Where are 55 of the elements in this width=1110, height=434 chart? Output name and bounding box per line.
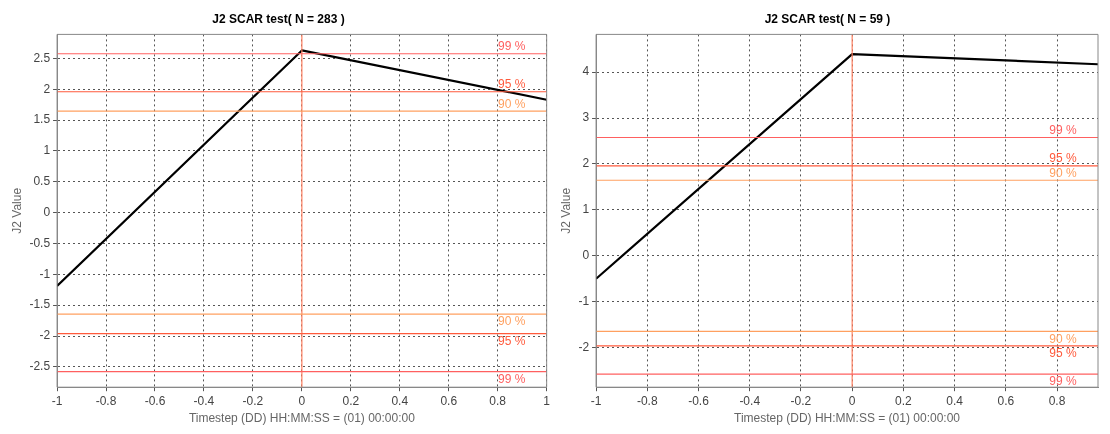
x-tick-label: 0.6 xyxy=(997,393,1015,408)
x-axis-title: Timestep (DD) HH:MM:SS = (01) 00:00:00 xyxy=(188,411,416,426)
x-tick-label: 0 xyxy=(848,393,856,408)
x-tick-label: 0.2 xyxy=(342,393,360,408)
annotation: 95 % xyxy=(1049,346,1077,361)
annotation: 99 % xyxy=(1049,374,1077,389)
x-tick-label: -0.2 xyxy=(242,393,264,408)
x-axis-title: Timestep (DD) HH:MM:SS = (01) 00:00:00 xyxy=(734,411,961,426)
y-tick-label: -2 xyxy=(39,328,51,343)
y-axis-title: J2 Value xyxy=(9,187,24,234)
y-tick-label: -1.5 xyxy=(29,297,51,312)
x-tick-label: 0.8 xyxy=(1048,393,1066,408)
x-tick-label: -0.2 xyxy=(790,393,812,408)
x-tick-label: -0.6 xyxy=(688,393,710,408)
annotation: 90 % xyxy=(497,96,526,111)
annotation: 99 % xyxy=(497,39,526,54)
annotation: 95 % xyxy=(497,77,526,92)
annotation: 90 % xyxy=(1049,165,1077,180)
y-tick-label: 4 xyxy=(582,64,590,79)
y-tick-label: 0 xyxy=(582,248,590,263)
y-tick-label: 3 xyxy=(582,110,590,125)
y-tick-label: 2.5 xyxy=(33,50,51,65)
annotation: 99 % xyxy=(497,371,526,386)
y-tick-label: 0 xyxy=(43,204,51,219)
x-tick-label: -0.4 xyxy=(193,393,215,408)
y-axis-title: J2 Value xyxy=(558,187,573,234)
x-tick-label: -0.8 xyxy=(636,393,658,408)
annotation: 90 % xyxy=(1049,331,1077,346)
y-tick-label: -0.5 xyxy=(29,235,51,250)
x-tick-label: 0.2 xyxy=(895,393,913,408)
x-tick-label: -0.6 xyxy=(144,393,166,408)
y-tick-label: 2 xyxy=(582,156,590,171)
chart-title: J2 SCAR test( N = 283 ) xyxy=(212,11,345,26)
x-tick-label: 0.4 xyxy=(391,393,409,408)
annotation: 99 % xyxy=(1049,122,1077,137)
x-tick-label: -0.4 xyxy=(739,393,761,408)
y-tick-label: -1 xyxy=(39,266,51,281)
x-tick-label: 0 xyxy=(298,393,306,408)
y-tick-label: -1 xyxy=(578,294,590,309)
y-tick-label: -2.5 xyxy=(29,359,51,374)
annotation: 95 % xyxy=(1049,151,1077,166)
annotation: 90 % xyxy=(497,314,526,329)
chart-title: J2 SCAR test( N = 59 ) xyxy=(764,11,891,26)
y-tick-label: 1 xyxy=(582,202,590,217)
y-tick-label: 0.5 xyxy=(33,174,51,189)
x-tick-label: 0.8 xyxy=(489,393,507,408)
annotation: 95 % xyxy=(497,333,526,348)
y-tick-label: -2 xyxy=(578,340,590,355)
x-tick-label: 0.6 xyxy=(440,393,458,408)
y-tick-label: 1 xyxy=(43,143,51,158)
x-tick-label: 0.4 xyxy=(946,393,964,408)
x-tick-label: -0.8 xyxy=(95,393,117,408)
y-tick-label: 1.5 xyxy=(33,112,51,127)
y-tick-label: 2 xyxy=(43,81,51,96)
x-tick-label: 1 xyxy=(543,393,551,408)
